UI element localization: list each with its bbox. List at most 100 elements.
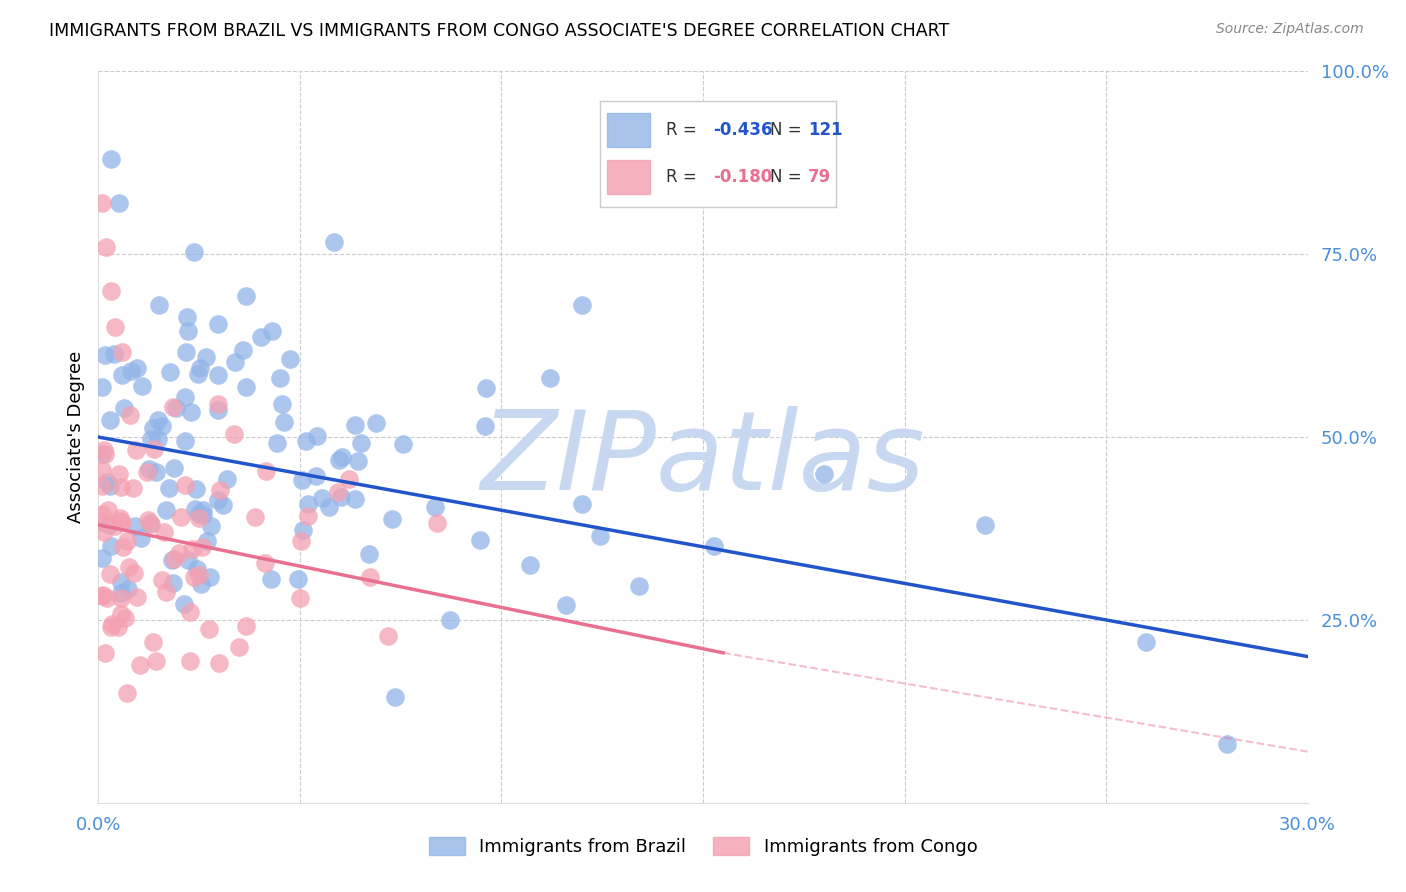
- Point: [100, 152, 122, 166]
- Point: [364, 416, 387, 430]
- Point: [91, 515, 114, 529]
- Point: [159, 365, 181, 379]
- Point: [93, 525, 115, 540]
- Point: [305, 429, 328, 443]
- Point: [138, 462, 160, 476]
- Point: [311, 491, 333, 505]
- Point: [191, 503, 214, 517]
- Point: [212, 498, 235, 512]
- Point: [269, 371, 291, 385]
- Point: [100, 567, 122, 582]
- Point: [571, 497, 593, 511]
- Point: [142, 421, 165, 435]
- Point: [110, 607, 132, 621]
- Point: [107, 467, 129, 481]
- Point: [207, 492, 229, 507]
- Point: [96, 240, 118, 254]
- Point: [118, 560, 141, 574]
- Point: [125, 590, 148, 604]
- Legend: Immigrants from Brazil, Immigrants from Congo: Immigrants from Brazil, Immigrants from …: [422, 830, 984, 863]
- Point: [222, 427, 245, 442]
- Point: [208, 483, 231, 498]
- Point: [555, 599, 578, 613]
- Point: [93, 646, 115, 660]
- Point: [145, 654, 167, 668]
- Point: [260, 572, 283, 586]
- Point: [103, 347, 125, 361]
- Point: [173, 390, 195, 404]
- Point: [176, 310, 198, 325]
- Point: [703, 539, 725, 553]
- Point: [98, 413, 121, 427]
- Point: [187, 507, 209, 521]
- Point: [198, 622, 221, 636]
- Point: [207, 368, 229, 383]
- Point: [94, 348, 117, 362]
- Point: [260, 324, 283, 338]
- Point: [177, 552, 200, 566]
- Point: [103, 320, 125, 334]
- Point: [93, 442, 115, 457]
- Point: [91, 446, 114, 460]
- Point: [176, 344, 198, 359]
- Point: [571, 298, 593, 312]
- Point: [124, 519, 146, 533]
- Point: [273, 415, 295, 429]
- Point: [287, 572, 309, 586]
- Point: [187, 367, 209, 381]
- Point: [104, 519, 127, 533]
- Point: [184, 483, 207, 497]
- Text: IMMIGRANTS FROM BRAZIL VS IMMIGRANTS FROM CONGO ASSOCIATE'S DEGREE CORRELATION C: IMMIGRANTS FROM BRAZIL VS IMMIGRANTS FRO…: [49, 22, 949, 40]
- Point: [125, 443, 148, 458]
- Point: [332, 450, 354, 465]
- Point: [423, 500, 446, 514]
- Point: [470, 533, 492, 547]
- Point: [270, 397, 292, 411]
- Point: [384, 690, 406, 704]
- Point: [347, 453, 370, 467]
- Point: [330, 491, 353, 505]
- Point: [186, 562, 208, 576]
- Point: [100, 479, 122, 493]
- Point: [162, 576, 184, 591]
- Point: [183, 569, 205, 583]
- Point: [100, 284, 122, 298]
- Point: [100, 620, 122, 634]
- Point: [98, 518, 121, 533]
- Point: [339, 472, 361, 486]
- Point: [627, 579, 650, 593]
- Point: [111, 516, 134, 530]
- Point: [359, 570, 381, 584]
- Point: [152, 574, 174, 588]
- Point: [91, 463, 114, 477]
- Point: [173, 597, 195, 611]
- Point: [146, 432, 169, 446]
- Point: [188, 361, 211, 376]
- Point: [170, 509, 193, 524]
- Point: [294, 434, 316, 449]
- Point: [145, 465, 167, 479]
- Point: [117, 582, 139, 596]
- Point: [288, 591, 311, 605]
- Point: [111, 540, 134, 554]
- Point: [290, 534, 312, 549]
- Text: ZIPatlas: ZIPatlas: [481, 406, 925, 513]
- Point: [91, 380, 114, 394]
- Point: [249, 330, 271, 344]
- Point: [121, 481, 143, 495]
- Point: [96, 502, 118, 516]
- Point: [519, 558, 541, 573]
- Point: [115, 686, 138, 700]
- Point: [328, 453, 350, 467]
- Point: [91, 507, 114, 521]
- Point: [350, 435, 373, 450]
- Point: [110, 586, 132, 600]
- Point: [180, 541, 202, 556]
- Point: [235, 289, 257, 303]
- Point: [91, 589, 114, 603]
- Point: [305, 469, 328, 483]
- Point: [292, 523, 315, 537]
- Y-axis label: Associate's Degree: Associate's Degree: [66, 351, 84, 524]
- Point: [187, 510, 209, 524]
- Point: [148, 298, 170, 312]
